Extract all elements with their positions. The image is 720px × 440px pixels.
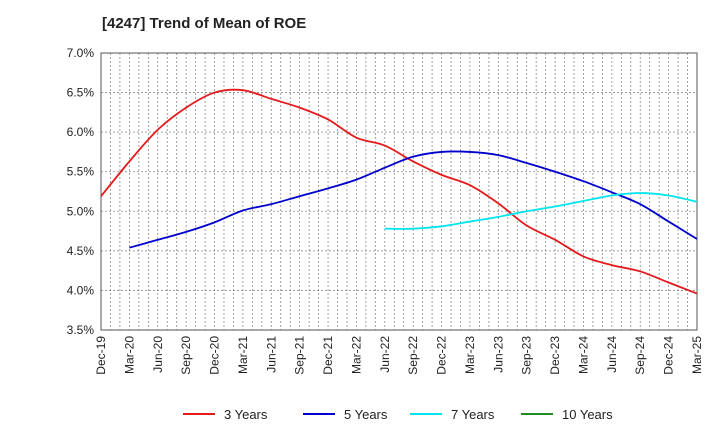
y-tick-label: 4.5% <box>67 244 95 258</box>
x-tick-label: Dec-21 <box>321 336 335 375</box>
x-tick-label: Mar-20 <box>122 336 136 374</box>
x-tick-label: Dec-19 <box>94 336 108 375</box>
legend-label: 5 Years <box>344 407 388 422</box>
y-tick-label: 3.5% <box>67 323 95 337</box>
series-line-7-years <box>384 192 698 230</box>
x-tick-label: Jun-20 <box>151 336 165 373</box>
y-tick-label: 5.0% <box>67 204 95 218</box>
legend-label: 10 Years <box>562 407 613 422</box>
x-tick-label: Mar-25 <box>690 336 704 374</box>
x-tick-label: Dec-23 <box>548 336 562 375</box>
x-tick-label: Jun-22 <box>378 336 392 373</box>
y-tick-label: 6.0% <box>67 125 95 139</box>
x-tick-label: Mar-24 <box>576 336 590 374</box>
y-tick-label: 7.0% <box>67 46 95 60</box>
x-tick-label: Jun-23 <box>491 336 505 373</box>
x-tick-label: Jun-24 <box>605 336 619 373</box>
x-tick-label: Dec-22 <box>435 336 449 375</box>
legend: 3 Years 5 Years 7 Years 10 Years <box>183 407 613 422</box>
x-tick-label: Dec-20 <box>208 336 222 375</box>
x-tick-label: Mar-22 <box>349 336 363 374</box>
plot-frame <box>100 52 698 331</box>
x-tick-label: Mar-21 <box>236 336 250 374</box>
x-tick-label: Jun-21 <box>264 336 278 373</box>
x-tick-label: Sep-22 <box>406 336 420 375</box>
legend-label: 3 Years <box>224 407 268 422</box>
series-line-3-years <box>100 88 698 295</box>
x-tick-label: Sep-20 <box>179 336 193 375</box>
x-tick-label: Sep-23 <box>520 336 534 375</box>
x-tick-label: Sep-21 <box>293 336 307 375</box>
y-tick-label: 4.0% <box>67 283 95 297</box>
chart-title: [4247] Trend of Mean of ROE <box>102 15 307 32</box>
x-tick-label: Sep-24 <box>633 336 647 375</box>
x-tick-label: Dec-24 <box>662 336 676 375</box>
legend-label: 7 Years <box>451 407 495 422</box>
series-line-5-years <box>129 150 698 249</box>
y-tick-label: 6.5% <box>67 86 95 100</box>
y-tick-label: 5.5% <box>67 165 95 179</box>
x-tick-label: Mar-23 <box>463 336 477 374</box>
axes: 7.0% 6.5% 6.0% 5.5% 5.0% 4.5% 4.0% 3.5%Dec-19 Ma… <box>67 46 704 375</box>
series-lines <box>100 88 698 295</box>
